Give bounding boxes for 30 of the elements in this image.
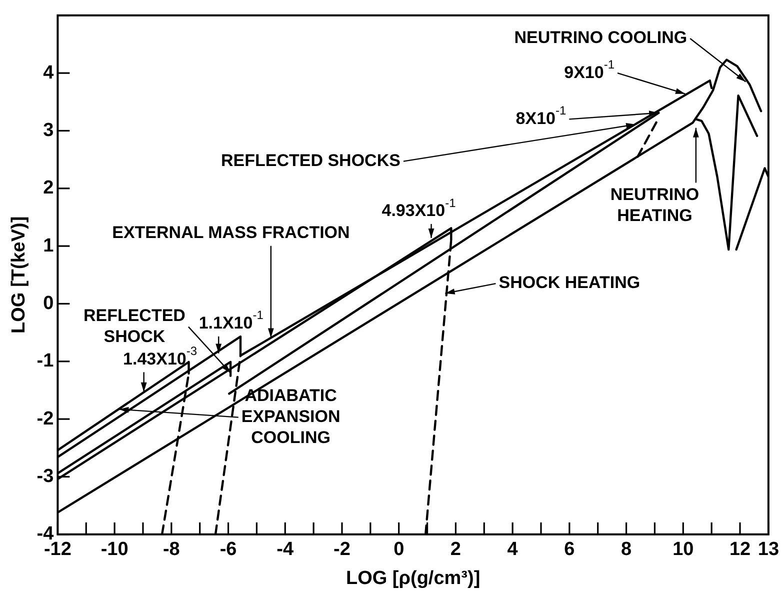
- y-tick-label: -3: [36, 466, 54, 487]
- annotation: REFLECTED SHOCKS: [220, 150, 400, 170]
- annotation: REFLECTED SHOCK: [83, 306, 186, 346]
- x-tick-label: -8: [162, 539, 180, 560]
- annotation: SHOCK HEATING: [498, 273, 640, 292]
- y-tick-label: 3: [43, 120, 54, 141]
- annotation: ADIABATIC EXPANSION COOLING: [241, 386, 340, 448]
- y-tick-label: -1: [36, 350, 54, 372]
- x-tick-label: 10: [672, 539, 694, 560]
- x-tick-label: -6: [220, 539, 237, 560]
- x-tick-label: 6: [564, 539, 575, 560]
- x-tick-label: 2: [450, 539, 461, 560]
- annotation: EXTERNAL MASS FRACTION: [112, 223, 350, 242]
- annotation: NEUTRINO COOLING: [514, 28, 688, 48]
- x-tick-label: -4: [276, 539, 294, 560]
- y-tick-label: 2: [43, 178, 54, 199]
- annotation: NEUTRINO HEATING: [610, 184, 700, 225]
- x-tick-label: 8: [620, 539, 632, 560]
- x-tick-label: -10: [100, 539, 128, 560]
- x-tick-label: 13: [758, 539, 780, 560]
- x-tick-label: 12: [729, 539, 751, 560]
- y-tick-label: 4: [43, 62, 54, 84]
- y-tick-label: 0: [43, 292, 54, 314]
- x-tick-label: 4: [507, 539, 518, 560]
- y-tick-label: 1: [43, 235, 54, 256]
- x-tick-label: -2: [334, 539, 350, 560]
- x-tick-label: 0: [394, 539, 404, 560]
- y-tick-label: -2: [36, 408, 54, 430]
- x-axis-title: LOG [ρ(g/cm³)]: [346, 568, 480, 589]
- y-axis-title: LOG [T(keV)]: [8, 216, 30, 334]
